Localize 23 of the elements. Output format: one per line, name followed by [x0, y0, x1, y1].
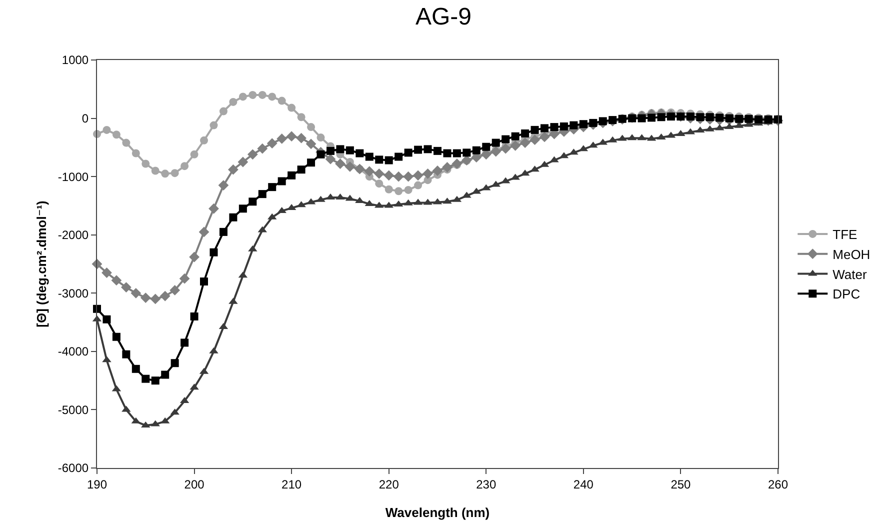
x-tick-label: 210	[282, 477, 302, 492]
y-tick-label: 0	[82, 111, 89, 126]
x-tick-label: 260	[768, 477, 788, 492]
x-tick-label: 190	[86, 477, 108, 492]
x-tick-label: 250	[670, 477, 692, 492]
x-tick-label: 240	[573, 477, 594, 492]
y-axis-title: [Θ] (deg.cm².dmol⁻¹)	[34, 200, 49, 328]
y-tick-label: -4000	[58, 344, 89, 359]
x-axis-title: Wavelength (nm)	[385, 505, 490, 520]
y-tick-label: -5000	[58, 402, 89, 417]
y-tick-label: 1000	[62, 53, 89, 68]
legend-label: MeOH	[832, 246, 870, 262]
y-tick-label: -2000	[58, 228, 89, 242]
legend-label: DPC	[832, 286, 860, 302]
legend-label: TFE	[832, 227, 858, 242]
x-tick-label: 200	[184, 477, 205, 492]
x-tick-label: 230	[476, 477, 496, 492]
chart-title: AG-9	[415, 4, 472, 31]
y-tick-label: -1000	[58, 170, 89, 184]
y-tick-label: -3000	[58, 286, 89, 300]
x-tick-label: 220	[378, 477, 400, 492]
legend-label: Water	[832, 266, 868, 282]
y-tick-label: -6000	[58, 461, 89, 476]
